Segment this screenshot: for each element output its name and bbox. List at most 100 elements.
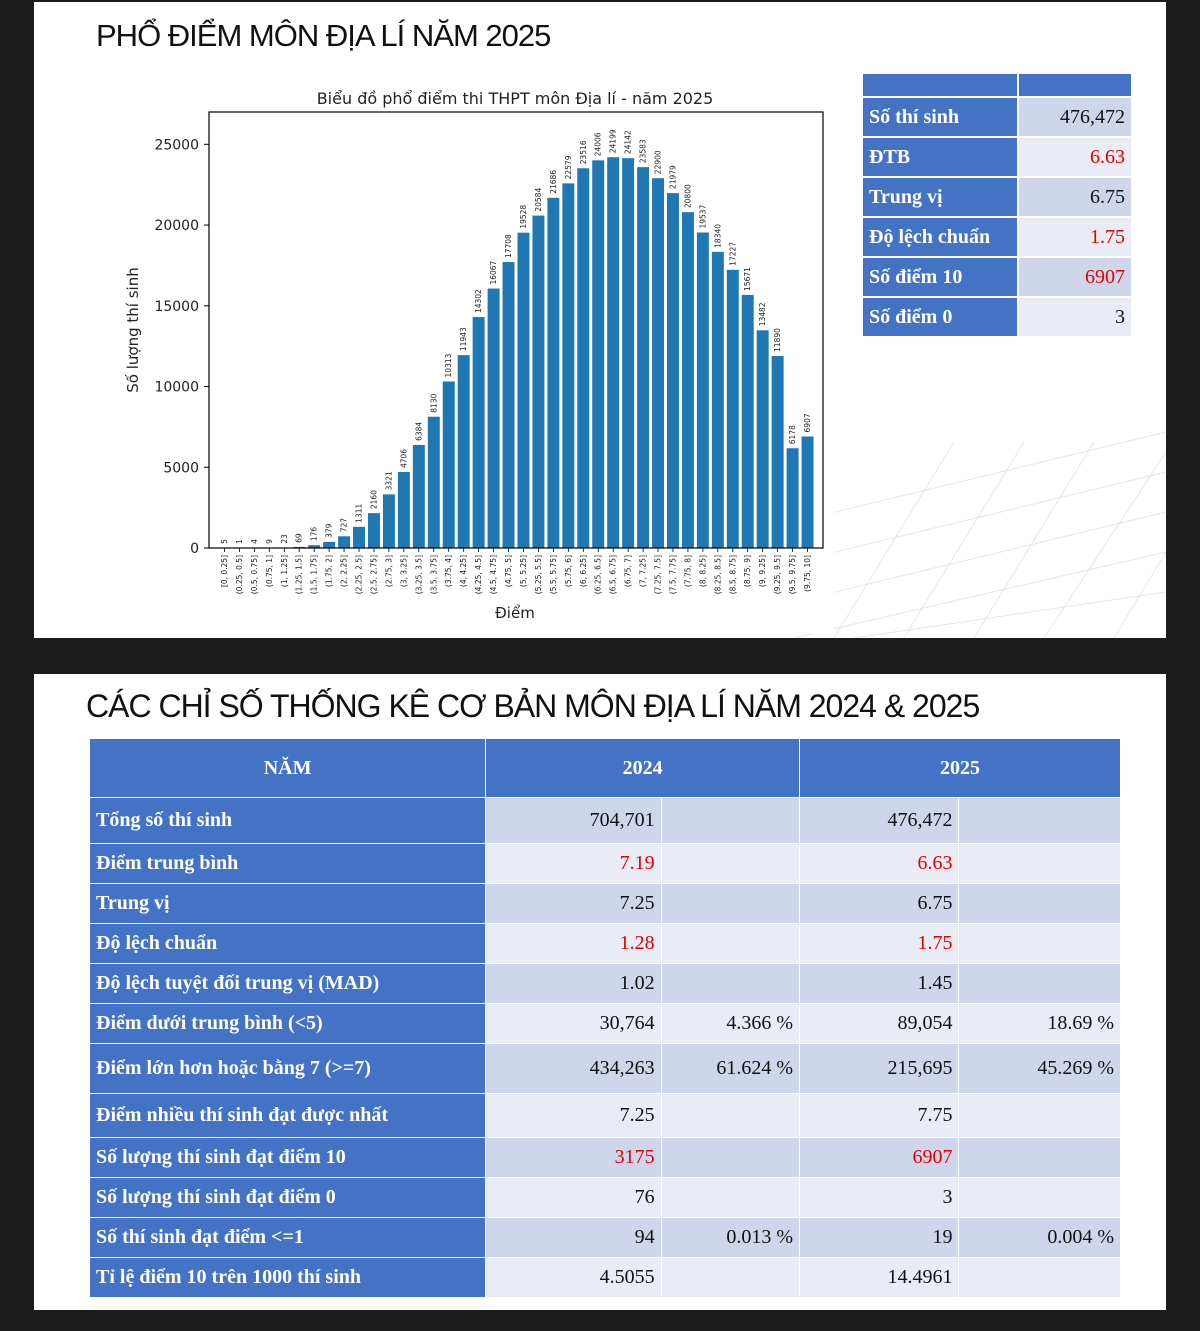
chart-ytick-label: 15000	[154, 299, 199, 315]
statistics-row: Điểm nhiều thí sinh đạt được nhất 7.25 7.7…	[88, 1093, 1121, 1138]
chart-xtick-label: [0, 0.25]	[220, 555, 229, 587]
percent-2024	[660, 1137, 801, 1178]
percent-2024	[660, 1257, 801, 1298]
chart-value-label: 20800	[683, 184, 692, 208]
chart-value-label: 23	[280, 534, 289, 544]
value-2025: 7.75	[799, 1093, 960, 1138]
chart-xtick-label: (9.25, 9.5]	[773, 555, 782, 594]
value-2025: 89,054	[799, 1003, 960, 1044]
chart-xtick-label: (2.25, 2.5]	[355, 555, 364, 594]
percent-2024	[660, 883, 801, 924]
row-label: Số lượng thí sinh đạt điểm 0	[88, 1177, 487, 1218]
slide-statistics: CÁC CHỈ SỐ THỐNG KÊ CƠ BẢN MÔN ĐỊA LÍ NĂ…	[34, 674, 1166, 1310]
value-2024: 704,701	[485, 797, 662, 844]
row-label: Điểm nhiều thí sinh đạt được nhất	[88, 1093, 487, 1138]
decorative-background-grid	[794, 431, 1166, 638]
chart-value-label: 4706	[399, 449, 408, 468]
chart-value-label: 22900	[654, 150, 663, 174]
chart-value-label: 23516	[579, 140, 588, 164]
summary-value: 6.75	[1018, 177, 1132, 217]
statistics-row: Điểm lớn hơn hoặc bằng 7 (>=7) 434,263 61.…	[88, 1043, 1121, 1094]
chart-xtick-label: (3.5, 3.75]	[429, 555, 438, 594]
chart-xlabel: Điểm	[495, 604, 535, 622]
percent-2024: 0.013 %	[660, 1217, 801, 1258]
chart-bar	[412, 444, 425, 548]
summary-label: Trung vị	[862, 177, 1018, 217]
statistics-header-row: NĂM 2024 2025	[88, 738, 1121, 798]
chart-value-label: 11943	[459, 327, 468, 351]
chart-xtick-label: (7.25, 7.5]	[654, 555, 663, 594]
chart-value-label: 176	[310, 527, 319, 542]
chart-bar	[338, 536, 351, 548]
value-2025: 6907	[799, 1137, 960, 1178]
value-2025: 476,472	[799, 797, 960, 844]
chart-bar	[592, 160, 605, 548]
chart-value-label: 8130	[429, 393, 438, 412]
chart-bar	[801, 436, 814, 548]
chart-value-label: 5	[220, 539, 229, 544]
chart-xtick-label: (6.5, 6.75]	[609, 555, 618, 594]
chart-xtick-label: (4, 4.25]	[459, 555, 468, 587]
chart-bar	[666, 193, 679, 549]
statistics-row: Trung vị 7.25 6.75	[88, 883, 1121, 924]
chart-value-label: 10313	[444, 353, 453, 377]
chart-value-label: 11890	[773, 328, 782, 352]
chart-bar	[442, 381, 455, 548]
row-label: Điểm lớn hơn hoặc bằng 7 (>=7)	[88, 1043, 487, 1094]
statistics-row: Tổng số thí sinh 704,701 476,472	[88, 797, 1121, 844]
chart-bar	[577, 168, 590, 549]
chart-bar	[637, 167, 650, 548]
value-2024: 30,764	[485, 1003, 662, 1044]
chart-xtick-label: (8.25, 8.5]	[713, 555, 722, 594]
chart-value-label: 6178	[788, 425, 797, 444]
chart-xtick-label: (8.5, 8.75]	[728, 555, 737, 594]
chart-xtick-label: (3.75, 4]	[444, 555, 453, 587]
chart-value-label: 9	[265, 539, 274, 544]
value-2025: 6.63	[799, 843, 960, 884]
chart-bar	[472, 317, 485, 548]
chart-bar	[308, 545, 321, 548]
slide-score-distribution: PHỔ ĐIỂM MÔN ĐỊA LÍ NĂM 2025 Biểu đồ phổ…	[34, 2, 1166, 638]
percent-2025	[958, 1177, 1121, 1218]
chart-xtick-label: (1.25, 1.5]	[295, 555, 304, 594]
chart-value-label: 2160	[369, 490, 378, 509]
chart-xtick-label: (0.5, 0.75]	[250, 555, 259, 594]
chart-value-label: 13482	[758, 302, 767, 326]
chart-ytick-label: 5000	[163, 460, 199, 476]
statistics-row: Điểm trung bình 7.19 6.63	[88, 843, 1121, 884]
chart-bar	[726, 269, 739, 548]
value-2024: 7.25	[485, 1093, 662, 1138]
chart-value-label: 16067	[489, 260, 498, 284]
percent-2025	[958, 1257, 1121, 1298]
chart-bar	[741, 294, 754, 548]
chart-bar	[681, 212, 694, 548]
row-label: Số lượng thí sinh đạt điểm 10	[88, 1137, 487, 1178]
row-label: Số thí sinh đạt điểm <=1	[88, 1217, 487, 1258]
chart-plot-frame	[208, 111, 824, 549]
row-label: Độ lệch tuyệt đối trung vị (MAD)	[88, 963, 487, 1004]
chart-value-label: 24199	[609, 129, 618, 153]
percent-2024	[660, 843, 801, 884]
chart-bar	[427, 416, 440, 548]
chart-bar	[607, 157, 620, 548]
chart-value-label: 22579	[564, 155, 573, 179]
summary-label: Số thí sinh	[862, 97, 1018, 137]
summary-row: Số điểm 10 6907	[862, 257, 1132, 297]
header-year: NĂM	[88, 738, 487, 798]
summary-value: 3	[1018, 297, 1132, 337]
chart-xtick-label: (5.25, 5.5]	[534, 555, 543, 594]
chart-xtick-label: (5.75, 6]	[564, 555, 573, 587]
chart-bar	[771, 355, 784, 548]
summary-header-row	[862, 73, 1132, 97]
chart-value-label: 19537	[698, 204, 707, 228]
chart-value-label: 14302	[474, 289, 483, 313]
chart-ytick-label: 20000	[154, 218, 199, 234]
chart-xtick-label: (1.5, 1.75]	[310, 555, 319, 594]
chart-value-label: 21686	[549, 170, 558, 194]
value-2025: 3	[799, 1177, 960, 1218]
chart-xtick-label: (9.5, 9.75]	[788, 555, 797, 594]
percent-2024	[660, 797, 801, 844]
slide-title: PHỔ ĐIỂM MÔN ĐỊA LÍ NĂM 2025	[96, 18, 551, 53]
chart-bar	[622, 158, 635, 548]
value-2025: 215,695	[799, 1043, 960, 1094]
